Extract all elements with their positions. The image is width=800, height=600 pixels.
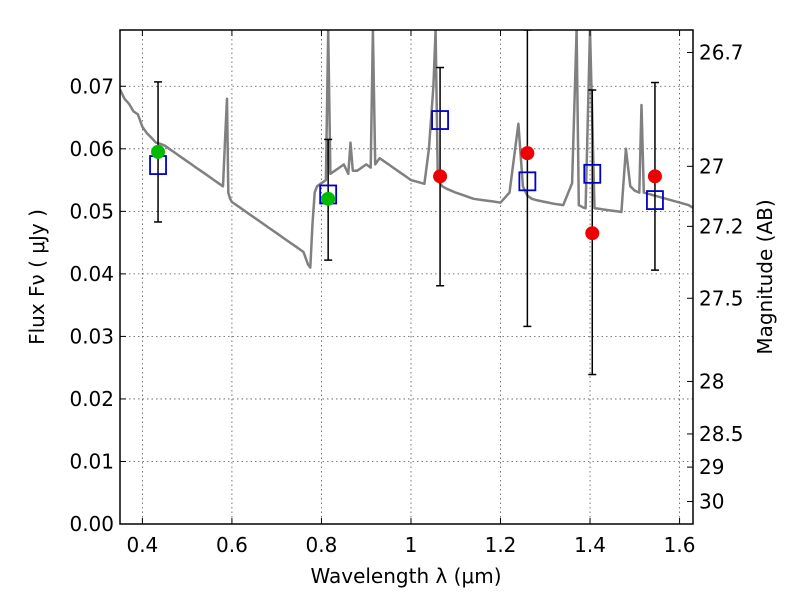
model-square-marker: [431, 110, 449, 130]
x-tick-label: 0.4: [126, 533, 158, 557]
model-square-marker: [518, 171, 537, 192]
y-tick-label: 0.07: [69, 74, 114, 98]
spectrum-line: [120, 30, 693, 269]
x-tick-label: 1: [405, 533, 418, 557]
x-tick-label: 0.6: [216, 533, 248, 557]
right-tick-label: 27.2: [699, 214, 744, 238]
y-right-axis-title: Magnitude (AB): [753, 199, 777, 354]
observed-point-marker: [321, 191, 336, 206]
model-square-marker: [646, 190, 664, 210]
y-tick-label: 0.05: [69, 199, 114, 223]
observed-point-marker: [151, 144, 166, 159]
right-tick-label: 27: [699, 154, 724, 178]
right-tick-label: 29: [699, 455, 724, 479]
right-tick-label: 28: [699, 369, 724, 393]
right-tick-label: 26.7: [699, 41, 744, 65]
x-tick-label: 0.8: [306, 533, 338, 557]
plot-frame: [119, 29, 694, 525]
x-axis-title: Wavelength λ (μm): [310, 564, 501, 588]
observed-point-marker: [433, 169, 448, 184]
y-tick-label: 0.06: [69, 137, 114, 161]
axis-ticks: 0.4 0.6 0.8 1 1.2 1.4 1.6 0.00 0.01 0.02 0.03 0.04 0…: [69, 30, 744, 557]
y-tick-label: 0.04: [69, 262, 114, 286]
observed-point-marker: [647, 169, 662, 184]
right-tick-label: 27.5: [699, 286, 744, 310]
model-square-marker: [583, 163, 602, 184]
y-tick-label: 0.03: [69, 324, 114, 348]
observed-point-marker: [520, 146, 535, 161]
y-tick-label: 0.01: [69, 449, 114, 473]
y-axis-title: Flux Fν ( μJy ): [25, 209, 49, 345]
observed-point-marker: [585, 226, 600, 241]
right-tick-label: 30: [699, 489, 724, 513]
y-tick-label: 0.00: [69, 512, 114, 536]
x-tick-label: 1.6: [664, 533, 696, 557]
plot-area: [120, 30, 693, 376]
grid-lines: [120, 30, 693, 525]
x-tick-label: 1.4: [574, 533, 606, 557]
right-tick-label: 28.5: [699, 422, 744, 446]
x-tick-label: 1.2: [485, 533, 517, 557]
y-tick-label: 0.02: [69, 387, 114, 411]
